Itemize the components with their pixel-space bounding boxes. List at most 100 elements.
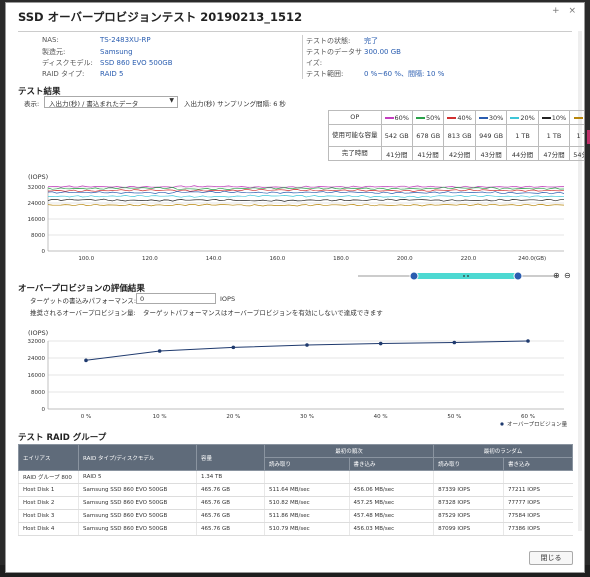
legend-swatch xyxy=(478,116,488,119)
op-cell: 1 TB xyxy=(506,124,539,147)
cell: RAID グループ 800 xyxy=(18,470,79,484)
results-title: テスト結果 xyxy=(18,87,61,97)
zoom-out-icon[interactable]: ⊖ xyxy=(564,271,571,280)
table-row: Host Disk 4 Samsung SSD 860 EVO 500GB 465.… xyxy=(18,522,573,536)
op-col-30: 30% xyxy=(474,110,508,125)
x-tick-label: 180.0 xyxy=(333,256,349,262)
info-test-range: テスト範囲: 0 %~60 %、間隔: 10 % xyxy=(306,70,445,78)
info-test-status: テストの状態: 完了 xyxy=(306,37,378,45)
zoom-in-icon[interactable]: ⊕ xyxy=(553,271,560,280)
raid-subheader-row: 読み取り 書き込み 読み取り 書き込み xyxy=(19,457,574,471)
x-tick-label: 0 % xyxy=(81,414,91,420)
range-slider[interactable] xyxy=(358,269,572,283)
y-tick-label: 0 xyxy=(42,407,46,413)
op-cell: 42分間 xyxy=(443,146,476,161)
legend-swatch xyxy=(384,116,394,119)
cell xyxy=(264,470,350,484)
cell: 465.76 GB xyxy=(196,509,265,523)
op-cell: 43分間 xyxy=(474,146,508,161)
op-eval-chart[interactable]: (IOPS) 32000 24000 16000 8000 0 0 % 10 % 20 % 30 … xyxy=(18,329,578,429)
cell: 465.76 GB xyxy=(196,496,265,510)
y-tick-label: 16000 xyxy=(28,217,46,223)
legend-swatch xyxy=(510,116,520,119)
display-select[interactable]: 入出力(秒) / 書込まれたデータ ▼ xyxy=(44,96,178,108)
slider-grip xyxy=(467,275,469,277)
scrollbar[interactable] xyxy=(578,31,582,531)
info-test-data-size: テストのデータサ 300.00 GB xyxy=(306,48,401,56)
series-line xyxy=(47,198,565,202)
y-tick-label: 8000 xyxy=(31,233,45,239)
cell: Samsung SSD 860 EVO 500GB xyxy=(78,522,197,536)
table-row: RAID グループ 800 RAID 5 1.34 TB xyxy=(18,470,573,484)
title-divider xyxy=(18,31,572,32)
op-cell: 542 GB xyxy=(380,124,413,147)
cell: 456.06 MB/sec xyxy=(348,483,434,497)
op-time-label: 完了時間 xyxy=(328,146,382,161)
target-unit: IOPS xyxy=(220,295,236,303)
op-table: OP 60% 50% 40% 30% 20% 10% 0% 使用可能な容量 54… xyxy=(328,110,584,161)
op-cell: 1 TB xyxy=(569,124,584,147)
target-input[interactable]: 0 xyxy=(136,293,216,304)
cell: 510.79 MB/sec xyxy=(264,522,350,536)
cell: 457.25 MB/sec xyxy=(348,496,434,510)
eval-title: オーバープロビジョンの評価結果 xyxy=(18,284,145,294)
slider-grip xyxy=(463,275,465,277)
cell: Host Disk 3 xyxy=(18,509,79,523)
cell: 457.48 MB/sec xyxy=(348,509,434,523)
iops-chart[interactable]: (IOPS) 32000 24000 16000 8000 0 100.0 120.0 140.… xyxy=(18,173,578,265)
y-tick-label: 24000 xyxy=(28,201,46,207)
cell: 87328 IOPS xyxy=(433,496,504,510)
cell: Host Disk 2 xyxy=(18,496,79,510)
info-raid-type: RAID タイプ: RAID 5 xyxy=(42,70,124,78)
recommend-label: 推奨されるオーバープロビジョン量: xyxy=(30,309,136,317)
close-icon[interactable]: × xyxy=(568,6,576,16)
cell: 465.76 GB xyxy=(196,522,265,536)
table-row: Host Disk 1 Samsung SSD 860 EVO 500GB 465.… xyxy=(18,483,573,497)
op-cell: 41分間 xyxy=(380,146,413,161)
cell: 510.82 MB/sec xyxy=(264,496,350,510)
data-point xyxy=(84,358,88,363)
x-tick-label: 30 % xyxy=(300,414,314,420)
cell: 87339 IOPS xyxy=(433,483,504,497)
series-line xyxy=(47,185,565,189)
recommend-value: ターゲットパフォーマンスはオーバープロビジョンを有効にしないで達成できます xyxy=(143,309,383,317)
series-line xyxy=(47,194,565,198)
cell: 511.86 MB/sec xyxy=(264,509,350,523)
col-type: RAID タイプ/ディスクモデル xyxy=(78,444,197,471)
maximize-icon[interactable]: + xyxy=(552,6,560,16)
data-point xyxy=(305,343,309,347)
col-capacity: 容量 xyxy=(196,444,265,471)
y-tick-label: 32000 xyxy=(28,339,46,345)
x-tick-label: 220.0 xyxy=(461,256,477,262)
table-row: Host Disk 3 Samsung SSD 860 EVO 500GB 465.… xyxy=(18,509,573,523)
col-rand-read: 読み取り xyxy=(433,457,504,471)
legend-swatch xyxy=(573,116,583,119)
x-tick-label: 60 % xyxy=(521,414,535,420)
legend-label: オーバープロビジョン量 xyxy=(507,420,568,428)
x-tick-label: 40 % xyxy=(374,414,388,420)
y-tick-label: 16000 xyxy=(28,373,46,379)
col-rand: 最初のランダム xyxy=(433,444,573,458)
op-cell: 678 GB xyxy=(411,124,445,147)
op-cell: 54分間 xyxy=(569,146,584,161)
titlebar: SSD オーバープロビジョンテスト 20190213_1512 + × xyxy=(6,3,584,29)
cell xyxy=(348,470,434,484)
x-tick-label: 240.0(GB) xyxy=(518,256,546,262)
op-col-20: 20% xyxy=(506,110,539,125)
raid-header-row: エイリアス RAID タイプ/ディスクモデル 容量 最初の順次 最初のランダム xyxy=(18,444,573,471)
x-tick-label: 140.0 xyxy=(206,256,222,262)
y-tick-label: 24000 xyxy=(28,356,46,362)
y-axis-label: (IOPS) xyxy=(28,329,48,337)
x-tick-label: 200.0 xyxy=(397,256,413,262)
series-line xyxy=(47,188,565,192)
table-row: Host Disk 2 Samsung SSD 860 EVO 500GB 465.… xyxy=(18,496,573,510)
data-point xyxy=(231,345,236,350)
legend-swatch xyxy=(541,116,551,119)
op-col-50: 50% xyxy=(411,110,445,125)
op-cell: 41分間 xyxy=(411,146,445,161)
cell: 1.34 TB xyxy=(196,470,265,484)
op-col-40: 40% xyxy=(443,110,476,125)
legend-swatch xyxy=(415,116,425,119)
close-button[interactable]: 閉じる xyxy=(529,551,573,565)
op-cell: 47分間 xyxy=(537,146,571,161)
